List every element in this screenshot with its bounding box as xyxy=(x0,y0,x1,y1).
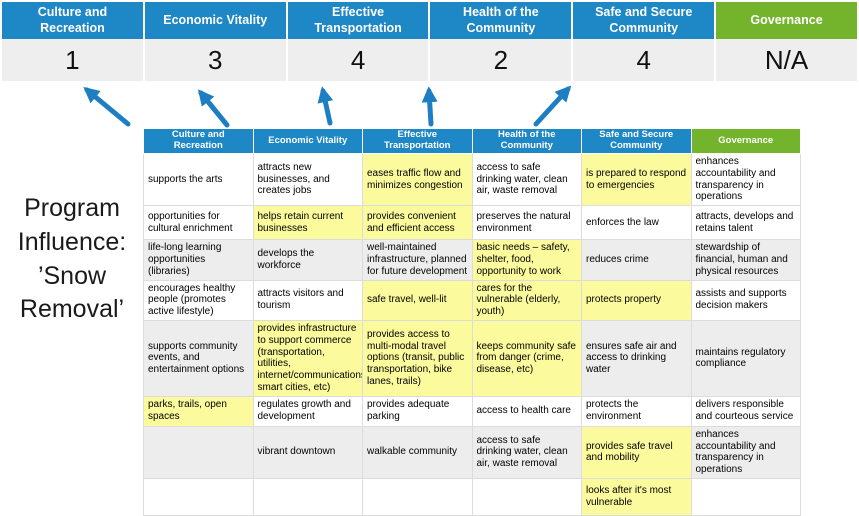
matrix-cell: stewardship of financial, human and phys… xyxy=(690,239,801,281)
matrix-header-cell: Health of the Community xyxy=(471,128,582,154)
up-arrow-icon xyxy=(421,86,438,127)
matrix-row: supports the arts attracts new businesse… xyxy=(143,152,801,207)
matrix-cell: encourages healthy people (promotes acti… xyxy=(143,279,254,321)
matrix-cell: attracts visitors and tourism xyxy=(252,279,363,321)
matrix-header-cell: Culture and Recreation xyxy=(143,128,254,154)
matrix-cell: regulates growth and development xyxy=(252,395,363,427)
matrix-cell: maintains regulatory compliance xyxy=(690,319,801,397)
matrix-cell: protects the environment xyxy=(581,395,692,427)
matrix-row: supports community events, and entertain… xyxy=(143,319,801,397)
summary-header: Safe and Secure Community xyxy=(573,2,715,39)
summary-column-economic: Economic Vitality 3 xyxy=(144,2,286,81)
matrix-cell-highlighted: keeps community safe from danger (crime,… xyxy=(471,319,582,397)
matrix-cell: reduces crime xyxy=(581,239,692,281)
summary-header: Governance xyxy=(716,2,857,39)
summary-column-culture: Culture and Recreation 1 xyxy=(2,2,143,81)
influence-matrix: Culture and Recreation Economic Vitality… xyxy=(143,128,801,516)
matrix-cell-highlighted: basic needs – safety, shelter, food, opp… xyxy=(471,239,582,281)
matrix-cell: walkable community xyxy=(362,425,473,479)
up-arrow-icon xyxy=(197,89,230,128)
matrix-cell: provides adequate parking xyxy=(362,395,473,427)
matrix-header-cell: Effective Transportation xyxy=(362,128,473,154)
matrix-cell xyxy=(252,477,363,516)
summary-bar: Culture and Recreation 1 Economic Vitali… xyxy=(2,2,857,81)
matrix-cell: access to health care xyxy=(471,395,582,427)
matrix-cell: opportunities for cultural enrichment xyxy=(143,205,254,241)
matrix-header-cell: Economic Vitality xyxy=(252,128,363,154)
summary-score: 2 xyxy=(430,39,572,81)
matrix-cell: attracts, develops and retains talent xyxy=(690,205,801,241)
matrix-cell: supports community events, and entertain… xyxy=(143,319,254,397)
matrix-cell-highlighted: helps retain current businesses xyxy=(252,205,363,241)
matrix-row: vibrant downtown walkable community acce… xyxy=(143,425,801,479)
matrix-cell: attracts new businesses, and creates job… xyxy=(252,152,363,207)
matrix-cell-highlighted: provides access to multi-modal travel op… xyxy=(362,319,473,397)
matrix-cell: delivers responsible and courteous servi… xyxy=(690,395,801,427)
matrix-cell: life-long learning opportunities (librar… xyxy=(143,239,254,281)
program-title: Program Influence: ’Snow Removal’ xyxy=(17,194,127,324)
matrix-cell: supports the arts xyxy=(143,152,254,207)
up-arrow-icon xyxy=(83,86,131,127)
matrix-cell-highlighted: provides safe travel and mobility xyxy=(581,425,692,479)
up-arrow-icon xyxy=(533,85,572,127)
matrix-cell-highlighted: looks after it's most vulnerable xyxy=(581,477,692,516)
matrix-cell: access to safe drinking water, clean air… xyxy=(471,425,582,479)
matrix-row: parks, trails, open spaces regulates gro… xyxy=(143,395,801,427)
matrix-cell: well-maintained infrastructure, planned … xyxy=(362,239,473,281)
matrix-cell-highlighted: protects property xyxy=(581,279,692,321)
summary-column-transportation: Effective Transportation 4 xyxy=(287,2,429,81)
matrix-cell: enhances accountability and transparency… xyxy=(690,152,801,207)
summary-score: 4 xyxy=(573,39,715,81)
matrix-row: looks after it's most vulnerable xyxy=(143,477,801,516)
summary-header: Economic Vitality xyxy=(144,2,286,39)
summary-score: 4 xyxy=(287,39,429,81)
matrix-cell xyxy=(362,477,473,516)
matrix-header-cell: Safe and Secure Community xyxy=(581,128,692,154)
matrix-cell xyxy=(143,477,254,516)
matrix-cell xyxy=(471,477,582,516)
matrix-cell-highlighted: eases traffic flow and minimizes congest… xyxy=(362,152,473,207)
matrix-header-cell: Governance xyxy=(690,128,801,154)
matrix-cell: enhances accountability and transparency… xyxy=(690,425,801,479)
matrix-cell-highlighted: parks, trails, open spaces xyxy=(143,395,254,427)
summary-column-health: Health of the Community 2 xyxy=(430,2,572,81)
matrix-cell: vibrant downtown xyxy=(252,425,363,479)
matrix-cell-highlighted: is prepared to respond to emergencies xyxy=(581,152,692,207)
matrix-header-row: Culture and Recreation Economic Vitality… xyxy=(143,128,801,154)
influence-arrows xyxy=(83,85,572,128)
matrix-row: opportunities for cultural enrichment he… xyxy=(143,205,801,241)
matrix-cell: access to safe drinking water, clean air… xyxy=(471,152,582,207)
summary-score: N/A xyxy=(716,39,857,81)
matrix-cell: enforces the law xyxy=(581,205,692,241)
matrix-cell: develops the workforce xyxy=(252,239,363,281)
matrix-cell: assists and supports decision makers xyxy=(690,279,801,321)
summary-header: Effective Transportation xyxy=(287,2,429,39)
matrix-row: encourages healthy people (promotes acti… xyxy=(143,279,801,321)
matrix-cell: preserves the natural environment xyxy=(471,205,582,241)
summary-header: Health of the Community xyxy=(430,2,572,39)
summary-header: Culture and Recreation xyxy=(2,2,143,39)
summary-score: 3 xyxy=(144,39,286,81)
summary-column-safety: Safe and Secure Community 4 xyxy=(573,2,715,81)
matrix-table: Culture and Recreation Economic Vitality… xyxy=(143,128,801,516)
matrix-cell xyxy=(690,477,801,516)
summary-score: 1 xyxy=(2,39,143,81)
matrix-cell-highlighted: cares for the vulnerable (elderly, youth… xyxy=(471,279,582,321)
matrix-cell: ensures safe air and access to drinking … xyxy=(581,319,692,397)
up-arrow-icon xyxy=(317,86,334,126)
matrix-cell xyxy=(143,425,254,479)
summary-column-governance: Governance N/A xyxy=(716,2,857,81)
matrix-cell-highlighted: provides infrastructure to support comme… xyxy=(252,319,363,397)
matrix-cell-highlighted: safe travel, well-lit xyxy=(362,279,473,321)
matrix-row: life-long learning opportunities (librar… xyxy=(143,239,801,281)
matrix-cell-highlighted: provides convenient and efficient access xyxy=(362,205,473,241)
